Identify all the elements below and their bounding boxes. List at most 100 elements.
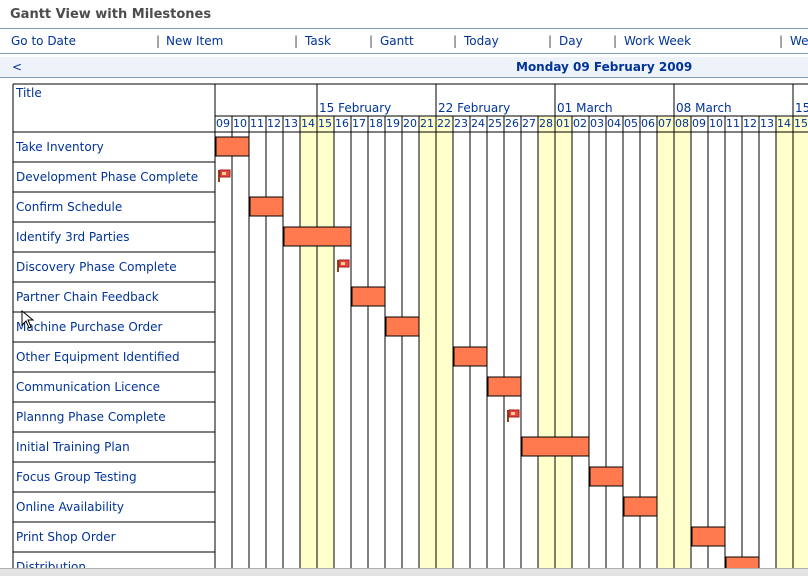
- day-label: 14: [777, 117, 791, 130]
- week-label: 08 March: [676, 101, 732, 115]
- day-label: 11: [726, 117, 740, 130]
- weekend-shading: [674, 116, 691, 568]
- title-column-header: Title: [16, 86, 42, 100]
- day-label: 05: [624, 117, 638, 130]
- week-label: 01 March: [557, 101, 613, 115]
- day-label: 21: [420, 117, 434, 130]
- day-label: 26: [505, 117, 519, 130]
- weekend-shading: [793, 116, 808, 568]
- day-label: 09: [216, 117, 230, 130]
- day-label: 02: [573, 117, 587, 130]
- task-bar: [521, 436, 590, 457]
- day-label: 20: [403, 117, 417, 130]
- weekend-shading: [555, 116, 572, 568]
- date-navigation-bar: < Monday 09 February 2009: [0, 57, 808, 78]
- milestone-flag-icon: [511, 412, 515, 415]
- weekend-shading: [538, 116, 555, 568]
- day-label: 04: [607, 117, 621, 130]
- task-title-link[interactable]: Development Phase Complete: [16, 170, 199, 184]
- previous-period-button[interactable]: <: [12, 60, 23, 74]
- day-label: 25: [488, 117, 502, 130]
- task-bar: [385, 316, 420, 337]
- week-view-button[interactable]: We: [790, 34, 808, 48]
- day-label: 12: [743, 117, 757, 130]
- task-title-link[interactable]: Machine Purchase Order: [16, 320, 163, 334]
- task-title-link[interactable]: Other Equipment Identified: [16, 350, 180, 364]
- toolbar-separator: |: [369, 34, 374, 48]
- task-bar: [453, 346, 488, 367]
- toolbar-separator: |: [294, 34, 299, 48]
- page-title: Gantt View with Milestones: [10, 7, 212, 22]
- toolbar-separator: |: [156, 34, 161, 48]
- task-title-link[interactable]: Take Inventory: [16, 140, 104, 154]
- day-label: 17: [352, 117, 366, 130]
- gantt-view-button[interactable]: Gantt: [380, 34, 414, 48]
- toolbar-separator: |: [779, 34, 784, 48]
- task-title-link[interactable]: Confirm Schedule: [16, 200, 123, 214]
- weekend-shading: [436, 116, 453, 568]
- day-label: 14: [301, 117, 315, 130]
- task-title-link[interactable]: Initial Training Plan: [16, 440, 130, 454]
- today-button[interactable]: Today: [464, 34, 499, 48]
- task-bar: [215, 136, 250, 157]
- day-label: 01: [556, 117, 570, 130]
- horizontal-scrollbar[interactable]: [0, 568, 808, 576]
- work-week-view-button[interactable]: Work Week: [624, 34, 692, 48]
- milestone-flag-icon: [507, 410, 509, 422]
- day-label: 15: [794, 117, 808, 130]
- task-title-link[interactable]: Communication Licence: [16, 380, 160, 394]
- day-label: 23: [454, 117, 468, 130]
- day-label: 15: [318, 117, 332, 130]
- weekend-shading: [317, 116, 334, 568]
- day-label: 13: [284, 117, 298, 130]
- day-label: 19: [386, 117, 400, 130]
- weekend-shading: [419, 116, 436, 568]
- day-label: 03: [590, 117, 604, 130]
- day-label: 18: [369, 117, 383, 130]
- task-bar: [487, 376, 522, 397]
- day-label: 13: [760, 117, 774, 130]
- day-label: 22: [437, 117, 451, 130]
- task-title-link[interactable]: Print Shop Order: [16, 530, 116, 544]
- task-title-link[interactable]: Partner Chain Feedback: [16, 290, 159, 304]
- task-bar: [691, 526, 726, 547]
- task-view-button[interactable]: Task: [305, 34, 331, 48]
- weekend-shading: [300, 116, 317, 568]
- task-title-link[interactable]: Plannng Phase Complete: [16, 410, 166, 424]
- toolbar-separator: |: [548, 34, 553, 48]
- milestone-flag-icon: [341, 262, 345, 265]
- task-title-link[interactable]: Identify 3rd Parties: [16, 230, 130, 244]
- task-bar: [249, 196, 284, 217]
- go-to-date-button[interactable]: Go to Date: [11, 34, 76, 48]
- week-label: 22 February: [438, 101, 511, 115]
- milestone-flag-icon: [222, 172, 226, 175]
- task-title-link[interactable]: Online Availability: [16, 500, 124, 514]
- milestone-flag-icon: [337, 260, 339, 272]
- mouse-cursor-icon: [21, 310, 35, 329]
- task-bar: [623, 496, 658, 517]
- task-bar: [283, 226, 352, 247]
- day-view-button[interactable]: Day: [559, 34, 583, 48]
- day-label: 11: [250, 117, 264, 130]
- task-bar: [589, 466, 624, 487]
- new-item-button[interactable]: New Item: [166, 34, 224, 48]
- day-label: 12: [267, 117, 281, 130]
- day-label: 06: [641, 117, 655, 130]
- day-label: 09: [692, 117, 706, 130]
- day-label: 07: [658, 117, 672, 130]
- task-title-link[interactable]: Focus Group Testing: [16, 470, 137, 484]
- milestone-flag-icon: [218, 170, 220, 182]
- task-title-link[interactable]: Discovery Phase Complete: [16, 260, 177, 274]
- current-date-label: Monday 09 February 2009: [516, 60, 693, 74]
- day-label: 28: [539, 117, 553, 130]
- weekend-shading: [776, 116, 793, 568]
- toolbar-separator: |: [613, 34, 618, 48]
- day-label: 16: [335, 117, 349, 130]
- task-bar: [351, 286, 386, 307]
- weekend-shading: [657, 116, 674, 568]
- day-label: 08: [675, 117, 689, 130]
- week-label: 15: [795, 101, 808, 115]
- day-label: 10: [233, 117, 247, 130]
- day-label: 27: [522, 117, 536, 130]
